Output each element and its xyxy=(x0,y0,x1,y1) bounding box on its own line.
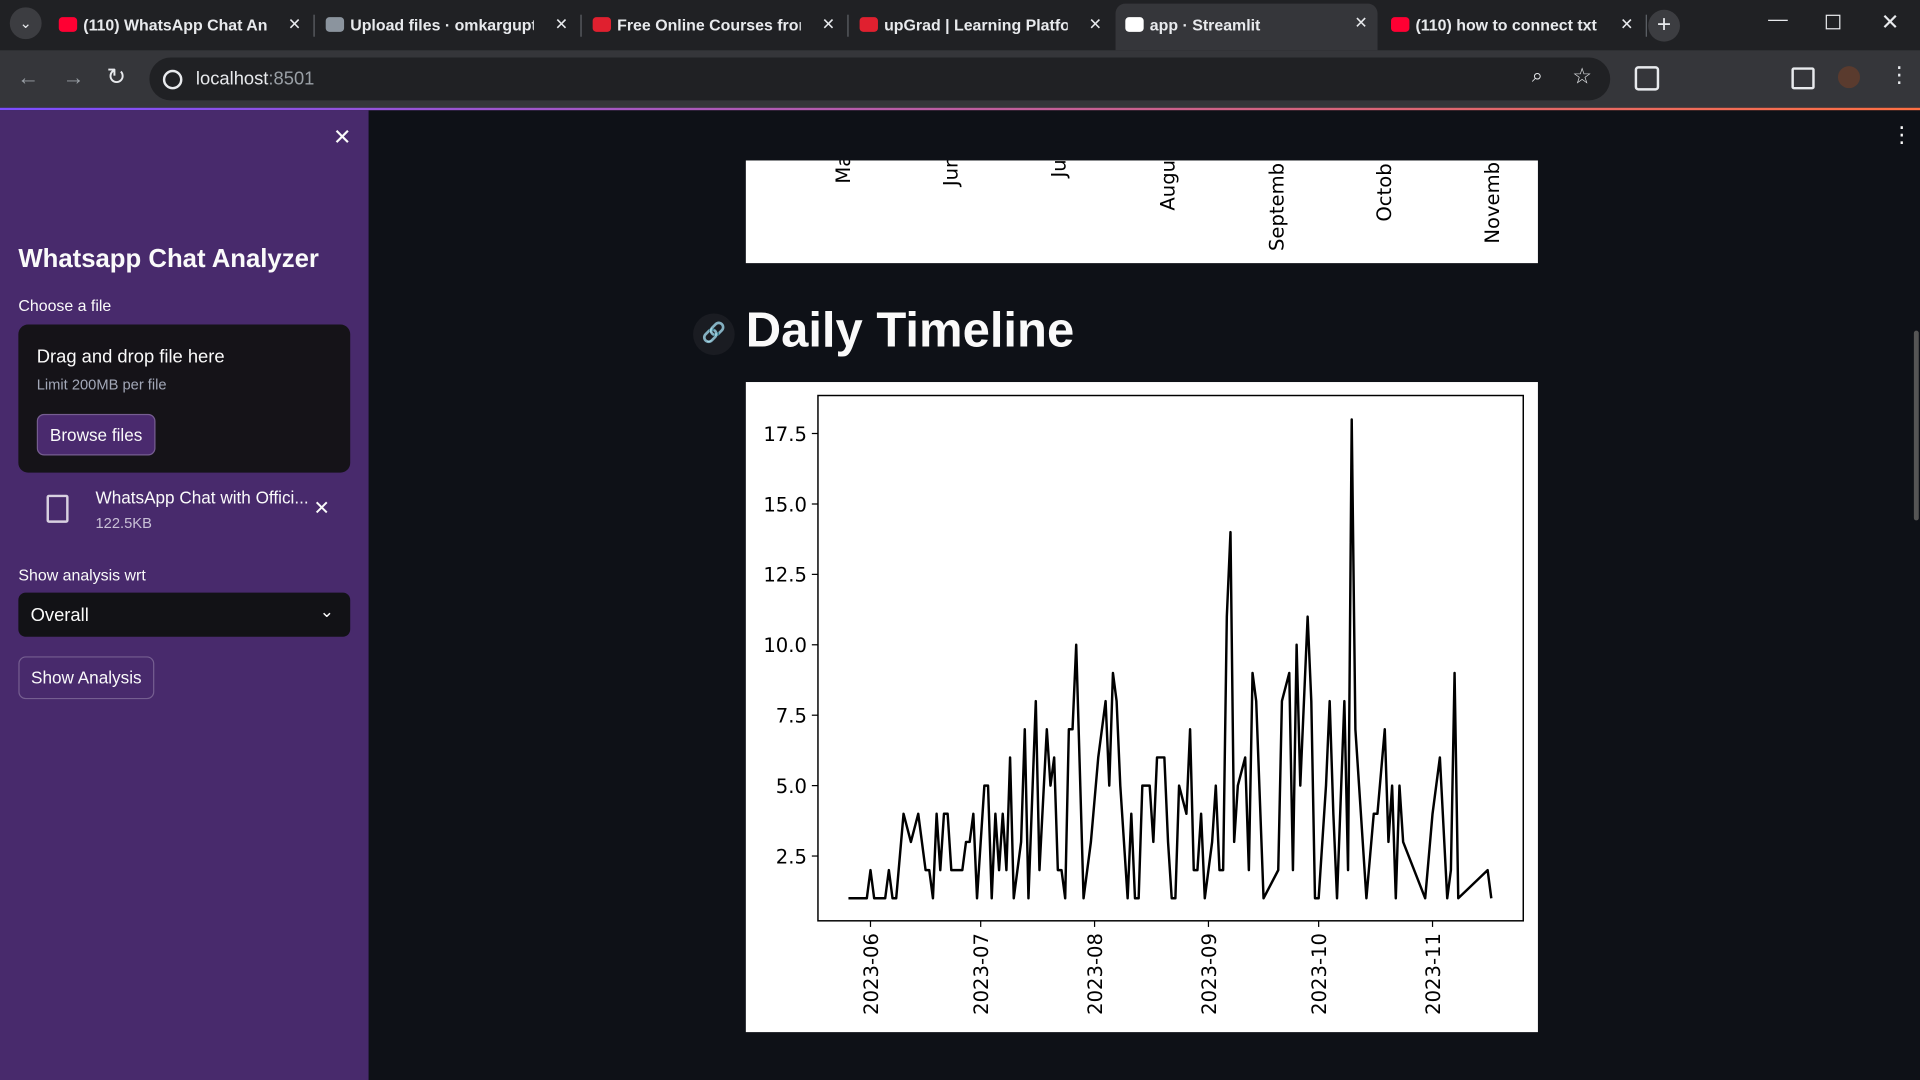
sidebar: ✕ Whatsapp Chat Analyzer Choose a file D… xyxy=(0,110,369,1080)
tab-title: (110) how to connect txt fi xyxy=(1415,15,1600,35)
x-tick-label: Jun xyxy=(940,160,963,188)
tab-title: upGrad | Learning Platforr xyxy=(884,15,1068,35)
new-tab-button[interactable]: + xyxy=(1648,9,1681,42)
x-tick-label: 2023-08 xyxy=(1084,933,1107,1015)
file-size: 122.5KB xyxy=(95,514,152,532)
tab-close[interactable]: ✕ xyxy=(1354,13,1368,32)
x-tick-label: Septemb xyxy=(1265,163,1288,251)
tab-title: Upload files · omkargupta xyxy=(350,15,534,35)
month-chart-remnant: Ma Jun Ju Augu Septemb Octob Novemb xyxy=(745,160,1538,264)
url-port: :8501 xyxy=(268,68,315,90)
browser-tab[interactable]: app · Streamlit ✕ xyxy=(1115,3,1378,51)
tab-favicon xyxy=(1391,17,1410,32)
tab-separator xyxy=(313,14,315,37)
tab-favicon xyxy=(1125,17,1144,32)
browser-tab[interactable]: Free Online Courses from ✕ xyxy=(583,5,849,45)
file-icon xyxy=(46,494,69,523)
y-tick-label: 17.5 xyxy=(763,423,807,446)
x-tick-label: 2023-09 xyxy=(1198,933,1221,1015)
address-bar[interactable]: localhost:8501 ⌕ ☆ xyxy=(149,57,1611,101)
toolbar: ← → ↻ localhost:8501 ⌕ ☆ ⋮ xyxy=(0,50,1920,108)
side-panel-icon[interactable] xyxy=(1791,67,1815,90)
browse-button[interactable]: Browse files xyxy=(36,413,156,456)
tab-close[interactable]: ✕ xyxy=(821,14,836,34)
back-button[interactable]: ← xyxy=(17,64,40,90)
y-tick-label: 5.0 xyxy=(776,775,807,798)
sidebar-close[interactable]: ✕ xyxy=(333,124,352,150)
tab-title: app · Streamlit xyxy=(1149,15,1261,35)
x-tick-label: 2023-07 xyxy=(970,933,993,1015)
tab-close[interactable]: ✕ xyxy=(1088,14,1103,34)
url: localhost:8501 xyxy=(196,69,314,90)
y-tick-label: 7.5 xyxy=(776,705,807,728)
tab-search-button[interactable]: ⌄ xyxy=(9,7,42,40)
dropzone-title: Drag and drop file here xyxy=(36,346,225,368)
x-tick-label: Novemb xyxy=(1481,162,1504,244)
tab-favicon xyxy=(859,17,878,32)
axes-frame xyxy=(817,394,1525,922)
tab-favicon xyxy=(325,17,345,32)
x-tick-label: 2023-11 xyxy=(1422,933,1445,1015)
show-analysis-button[interactable]: Show Analysis xyxy=(18,656,155,700)
menu-button[interactable]: ⋮ xyxy=(1888,62,1911,87)
tab-close[interactable]: ✕ xyxy=(1620,14,1634,34)
select-value: Overall xyxy=(30,604,89,626)
chart: 2.5 5.0 7.5 10.0 12.5 15.0 17.5 2023-06 2023-07 2… xyxy=(745,382,1538,1033)
bookmark-icon[interactable]: ☆ xyxy=(1572,63,1593,89)
x-tick-label: Ma xyxy=(832,160,855,183)
loading-accent xyxy=(0,107,1920,111)
y-tick-label: 2.5 xyxy=(776,845,807,868)
line-series xyxy=(848,418,1493,900)
minimize-button[interactable]: — xyxy=(1768,9,1788,31)
extensions-icon[interactable] xyxy=(1634,66,1660,91)
browser-tab[interactable]: (110) WhatsApp Chat Anal ✕ xyxy=(49,5,315,45)
x-tick-label: 2023-10 xyxy=(1308,933,1331,1015)
forward-button[interactable]: → xyxy=(62,64,85,90)
x-tick-label: 2023-06 xyxy=(860,933,883,1015)
y-tick-label: 15.0 xyxy=(763,493,807,516)
section-heading: Daily Timeline xyxy=(745,303,1075,358)
analysis-select[interactable]: Overall ⌄ xyxy=(18,592,351,637)
tab-separator xyxy=(580,14,582,37)
tab-separator xyxy=(1645,14,1647,37)
select-label: Show analysis wrt xyxy=(18,565,146,585)
scrollbar[interactable] xyxy=(1913,330,1919,521)
tab-favicon xyxy=(592,17,612,32)
tab-title: (110) WhatsApp Chat Anal xyxy=(83,15,267,35)
profile-avatar[interactable] xyxy=(1837,66,1861,89)
tab-close[interactable]: ✕ xyxy=(287,14,302,34)
app-title: Whatsapp Chat Analyzer xyxy=(18,244,319,274)
browser-tab[interactable]: Upload files · omkargupta ✕ xyxy=(316,5,582,45)
anchor-link[interactable]: 🔗 xyxy=(693,313,735,356)
site-info-icon[interactable] xyxy=(162,69,183,90)
tab-title: Free Online Courses from xyxy=(617,15,801,35)
select-chevron: ⌄ xyxy=(319,601,334,621)
zoom-icon[interactable]: ⌕ xyxy=(1531,66,1543,87)
tab-favicon xyxy=(58,17,78,32)
y-tick-label: 12.5 xyxy=(763,564,807,587)
x-tick-label: Octob xyxy=(1373,163,1396,221)
chart-background xyxy=(745,160,1538,264)
dropzone[interactable]: Drag and drop file here Limit 200MB per … xyxy=(18,324,351,473)
file-name: WhatsApp Chat with Offici... xyxy=(95,487,309,507)
x-tick-label: Augu xyxy=(1156,160,1179,210)
browser-tab[interactable]: upGrad | Learning Platforr ✕ xyxy=(850,5,1112,45)
reload-button[interactable]: ↻ xyxy=(106,64,127,91)
url-host: localhost xyxy=(195,68,269,90)
remove-file[interactable]: ✕ xyxy=(313,498,330,520)
app-menu[interactable]: ⋮ xyxy=(1890,122,1913,147)
tab-separator xyxy=(847,14,849,37)
y-tick-label: 10.0 xyxy=(763,634,807,657)
tab-bar: ⌄ + — ✕ (110) WhatsApp Chat Anal ✕ Upload … xyxy=(0,0,1920,51)
restore-button[interactable] xyxy=(1825,14,1841,30)
tab-close[interactable]: ✕ xyxy=(554,14,569,34)
chart-background xyxy=(745,382,1538,1033)
dropzone-limit: Limit 200MB per file xyxy=(36,375,167,394)
browser-tab[interactable]: (110) how to connect txt fi ✕ xyxy=(1381,5,1647,45)
close-window-button[interactable]: ✕ xyxy=(1880,9,1900,35)
x-tick-label: Ju xyxy=(1047,160,1070,179)
file-label: Choose a file xyxy=(18,296,112,315)
